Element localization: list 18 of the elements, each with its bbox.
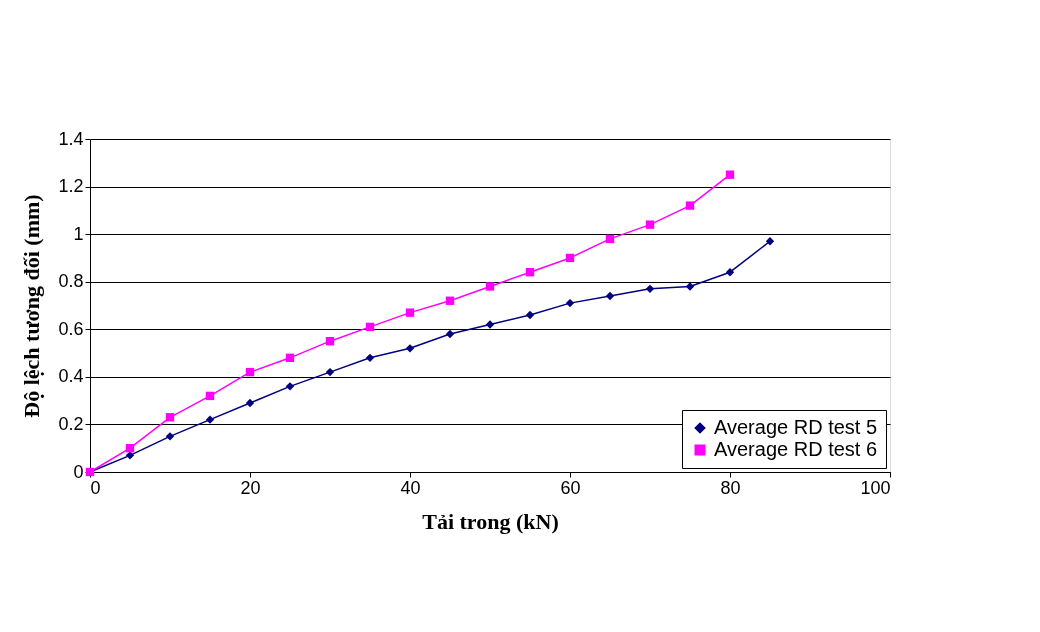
x-tick-label: 40 (400, 477, 421, 498)
y-tick-label: 0 (73, 461, 84, 482)
y-tick-label: 0.4 (58, 366, 84, 387)
x-tick-label: 0 (90, 477, 101, 498)
x-axis-title: Tải trong (kN) (422, 508, 559, 534)
legend-label: Average RD test 6 (714, 438, 878, 460)
y-tick-label: 1.4 (58, 128, 84, 149)
y-tick-label: 1.2 (58, 176, 84, 197)
y-axis-title: Độ lệch tương đối (mm) (19, 194, 45, 418)
x-tick-label: 80 (720, 477, 741, 498)
x-tick-label: 20 (240, 477, 261, 498)
y-tick-label: 0.6 (58, 318, 84, 339)
legend-label: Average RD test 5 (714, 416, 878, 438)
y-tick-label: 0.2 (58, 413, 84, 434)
x-tick-label: 100 (860, 477, 891, 498)
x-tick-label: 60 (560, 477, 581, 498)
y-tick-label: 1 (73, 223, 84, 244)
y-tick-label: 0.8 (58, 271, 84, 292)
